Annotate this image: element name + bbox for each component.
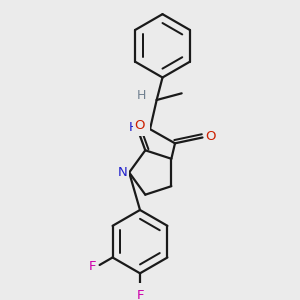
Text: F: F [136, 289, 144, 300]
Text: HN: HN [128, 121, 148, 134]
Text: H: H [137, 89, 146, 102]
Text: O: O [206, 130, 216, 143]
Text: F: F [89, 260, 97, 273]
Text: O: O [135, 119, 145, 132]
Text: N: N [118, 166, 128, 179]
